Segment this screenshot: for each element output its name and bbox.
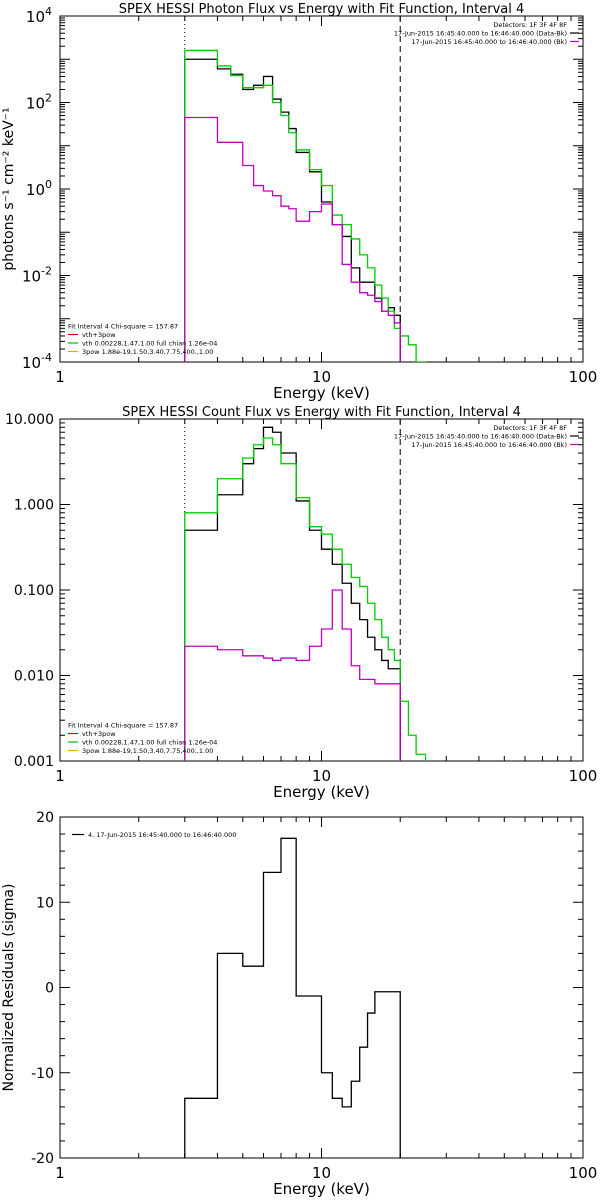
legend-entry: vth 0.00228,1.47,1.00 full chian 1.26e-0… (82, 340, 217, 348)
legend-entry: vth+3pow (82, 331, 116, 339)
legend-entry: 3pow 1.88e-19,1.50,3.40,7.75,400.,1.00 (82, 747, 213, 755)
x-tick-label: 100 (569, 368, 598, 386)
legend-entry: 17-Jun-2015 16:45:40.000 to 16:46:40.000… (412, 441, 567, 449)
legend-entry: 4. 17-Jun-2015 16:45:40.000 to 16:46:40.… (88, 831, 236, 839)
legend-entry: Fit Interval 4 Chi-square = 157.87 (68, 722, 178, 730)
x-axis-label: Energy (keV) (273, 783, 370, 801)
y-tick-label: 102 (26, 92, 52, 113)
y-tick-label: 0.001 (14, 754, 54, 770)
x-tick-label: 1 (55, 767, 65, 785)
x-axis-label: Energy (keV) (273, 1180, 370, 1198)
y-tick-label: 0.010 (14, 669, 54, 685)
y-tick-label: 10.000 (5, 412, 54, 428)
y-tick-base: 10 (26, 95, 45, 113)
y-tick-exponent: -2 (41, 265, 52, 278)
chart-title: SPEX HESSI Photon Flux vs Energy with Fi… (119, 2, 525, 17)
y-tick-base: 10 (26, 181, 45, 199)
y-axis-label: photons s⁻¹ cm⁻² keV⁻¹ (1, 107, 17, 270)
series-line (184, 837, 401, 1158)
y-tick-label: 0.100 (14, 583, 54, 599)
y-tick-exponent: 2 (45, 92, 52, 105)
legend-entry: Fit Interval 4 Chi-square = 157.87 (68, 323, 178, 331)
legend-entry: Detectors: 1F 3F 4F 8F (493, 21, 567, 29)
x-tick-label: 1 (55, 1164, 65, 1182)
y-tick-exponent: 4 (45, 5, 52, 18)
series-line (184, 116, 401, 362)
x-axis-label: Energy (keV) (273, 384, 370, 402)
x-tick-label: 10 (312, 767, 331, 785)
y-tick-label: 10 (36, 895, 54, 911)
legend-entry: 17-Jun-2015 16:45:40.000 to 16:46:40.000… (394, 30, 567, 38)
y-tick-exponent: 0 (45, 178, 52, 191)
y-tick-exponent: -4 (41, 351, 52, 364)
y-tick-label: 10-2 (22, 265, 52, 286)
legend-entry: 17-Jun-2015 16:45:40.000 to 16:46:40.000… (394, 433, 567, 441)
y-tick-base: 10 (26, 8, 45, 26)
y-tick-label: -20 (31, 1151, 54, 1167)
y-tick-label: 10-4 (22, 351, 52, 372)
legend-entry: 3pow 1.88e-19,1.50,3.40,7.75,400.,1.00 (82, 348, 213, 356)
series-line (184, 49, 427, 362)
legend-entry: Detectors: 1F 3F 4F 8F (493, 424, 567, 432)
y-tick-label: 20 (36, 810, 54, 826)
y-axis-label: Normalized Residuals (sigma) (1, 884, 17, 1092)
x-tick-label: 100 (569, 1164, 598, 1182)
x-tick-label: 10 (312, 1164, 331, 1182)
x-tick-label: 100 (569, 767, 598, 785)
y-tick-base: 10 (22, 268, 41, 286)
series-line (184, 426, 401, 761)
y-tick-label: 100 (26, 178, 52, 199)
y-tick-label: 104 (26, 5, 52, 26)
y-tick-label: 1.000 (14, 498, 54, 514)
legend-entry: 17-Jun-2015 16:45:40.000 to 16:46:40.000… (412, 38, 567, 46)
y-tick-label: -10 (31, 1066, 54, 1082)
legend-entry: vth+3pow (82, 730, 116, 738)
y-tick-base: 10 (22, 354, 41, 372)
y-tick-label: 0 (45, 981, 54, 997)
series-line (184, 589, 401, 761)
x-tick-label: 1 (55, 368, 65, 386)
chart-title: SPEX HESSI Count Flux vs Energy with Fit… (122, 405, 521, 420)
legend-entry: vth 0.00228,1.47,1.00 full chian 1.26e-0… (82, 739, 217, 747)
count-flux-panel: 1 10 100 10.000 1.000 0.100 0.010 0.001 SPEX HES… (5, 405, 598, 801)
series-line (184, 437, 427, 761)
x-tick-label: 10 (312, 368, 331, 386)
